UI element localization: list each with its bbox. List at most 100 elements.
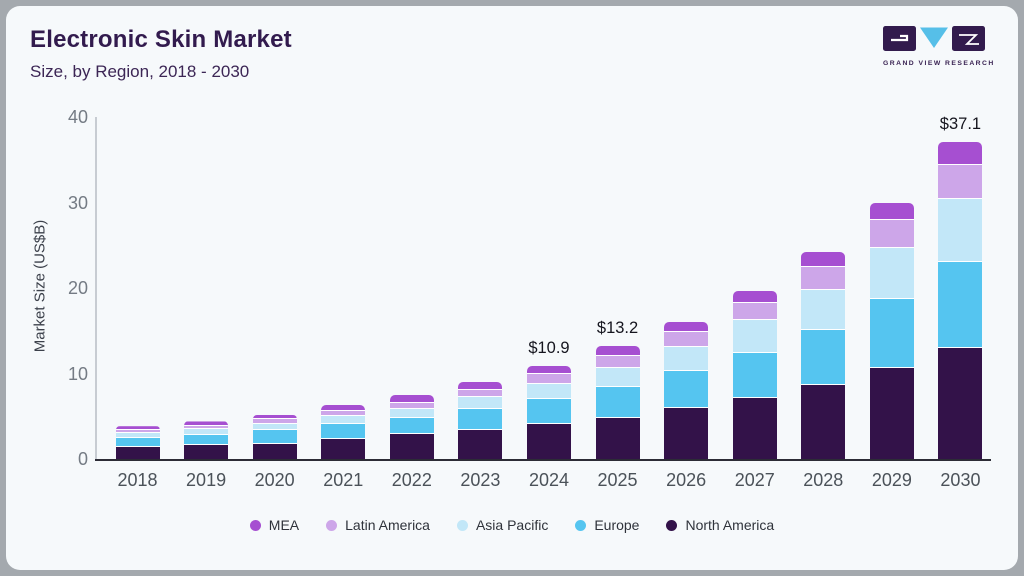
- segment-europe: [115, 438, 160, 448]
- segment-asia-pacific: [252, 423, 297, 431]
- segment-europe: [458, 408, 503, 430]
- segment-mea: [321, 404, 366, 411]
- bar-2018: [115, 426, 160, 459]
- bar-2030: [938, 141, 983, 459]
- chart-legend: MEA Latin America Asia Pacific Europe North …: [6, 517, 1018, 533]
- segment-north-america: [938, 347, 983, 459]
- segment-north-america: [252, 443, 297, 459]
- segment-latin-america: [526, 374, 571, 385]
- x-axis-line: [95, 459, 991, 461]
- bar-2024: [526, 365, 571, 459]
- segment-north-america: [664, 407, 709, 459]
- segment-latin-america: [184, 425, 229, 430]
- segment-europe: [321, 423, 366, 439]
- segment-latin-america: [115, 429, 160, 433]
- segment-asia-pacific: [732, 320, 777, 353]
- segment-north-america: [595, 417, 640, 459]
- segment-europe: [732, 352, 777, 399]
- bar-2022: [389, 395, 434, 459]
- segment-europe: [184, 434, 229, 446]
- legend-dot-icon: [575, 519, 587, 531]
- segment-asia-pacific: [458, 396, 503, 409]
- segment-north-america: [869, 368, 914, 459]
- segment-asia-pacific: [321, 416, 366, 424]
- segment-asia-pacific: [664, 347, 709, 371]
- infographic-card: Electronic Skin Market Size, by Region, …: [6, 6, 1018, 570]
- segment-europe: [526, 399, 571, 424]
- x-tick-label: 2020: [254, 470, 295, 490]
- segment-latin-america: [252, 419, 297, 424]
- y-axis-line: [95, 117, 97, 459]
- segment-latin-america: [732, 302, 777, 321]
- x-tick-label: 2019: [186, 470, 227, 490]
- x-tick-label: 2026: [666, 470, 707, 490]
- segment-europe: [938, 261, 983, 348]
- segment-north-america: [389, 434, 434, 459]
- segment-mea: [526, 365, 571, 375]
- y-tick-label: 30: [67, 192, 88, 213]
- x-tick-label: 2021: [323, 470, 364, 490]
- segment-europe: [389, 418, 434, 435]
- bar-2021: [321, 404, 366, 459]
- segment-mea: [184, 421, 229, 426]
- segment-mea: [458, 382, 503, 390]
- segment-mea: [801, 252, 846, 267]
- segment-mea: [115, 426, 160, 430]
- bar-2019: [184, 421, 229, 459]
- segment-asia-pacific: [389, 409, 434, 419]
- legend-item-mea: MEA: [249, 517, 300, 533]
- segment-north-america: [732, 398, 777, 459]
- x-tick-label: 2018: [117, 470, 158, 490]
- bar-2028: [801, 252, 846, 459]
- page-subtitle: Size, by Region, 2018 - 2030: [30, 62, 250, 81]
- bar-2023: [458, 382, 503, 459]
- segment-asia-pacific: [115, 432, 160, 439]
- segment-north-america: [321, 438, 366, 459]
- segment-asia-pacific: [184, 429, 229, 435]
- bar-2020: [252, 414, 297, 459]
- x-tick-label: 2024: [528, 470, 569, 490]
- total-label-2030: $37.1: [939, 114, 982, 133]
- segment-latin-america: [458, 389, 503, 397]
- segment-mea: [869, 202, 914, 221]
- x-tick-label: 2028: [803, 470, 844, 490]
- legend-item-europe: Europe: [575, 517, 639, 533]
- x-tick-label: 2023: [460, 470, 501, 490]
- segment-europe: [801, 329, 846, 385]
- total-label-2025: $13.2: [596, 319, 639, 338]
- segment-europe: [664, 370, 709, 408]
- segment-north-america: [184, 445, 229, 459]
- segment-asia-pacific: [938, 199, 983, 262]
- legend-label: Latin America: [345, 517, 430, 533]
- total-label-2024: $10.9: [528, 338, 570, 357]
- y-tick-label: 0: [77, 449, 88, 469]
- y-tick-label: 10: [67, 363, 88, 384]
- legend-dot-icon: [666, 519, 678, 531]
- segment-asia-pacific: [526, 384, 571, 400]
- segment-latin-america: [938, 164, 983, 200]
- segment-north-america: [526, 423, 571, 459]
- segment-mea: [938, 141, 983, 165]
- x-tick-label: 2030: [940, 470, 981, 490]
- segment-asia-pacific: [801, 289, 846, 330]
- x-tick-label: 2022: [391, 470, 432, 490]
- segment-latin-america: [389, 403, 434, 409]
- bar-2027: [732, 291, 777, 459]
- x-tick-label: 2029: [871, 470, 912, 490]
- segment-latin-america: [321, 410, 366, 417]
- brand-name: GRAND VIEW RESEARCH: [883, 60, 995, 67]
- segment-north-america: [115, 447, 160, 459]
- legend-label: MEA: [268, 517, 300, 533]
- legend-dot-icon: [456, 519, 468, 531]
- legend-label: Europe: [594, 517, 640, 533]
- legend-item-latin-america: Latin America: [326, 517, 430, 533]
- legend-label: North America: [685, 517, 775, 533]
- legend-dot-icon: [249, 519, 261, 531]
- segment-mea: [732, 291, 777, 303]
- segment-north-america: [801, 384, 846, 459]
- y-tick-label: 40: [67, 107, 88, 127]
- segment-asia-pacific: [869, 247, 914, 300]
- legend-item-asia-pacific: Asia Pacific: [456, 517, 548, 533]
- segment-mea: [595, 346, 640, 356]
- page-title: Electronic Skin Market: [30, 26, 292, 53]
